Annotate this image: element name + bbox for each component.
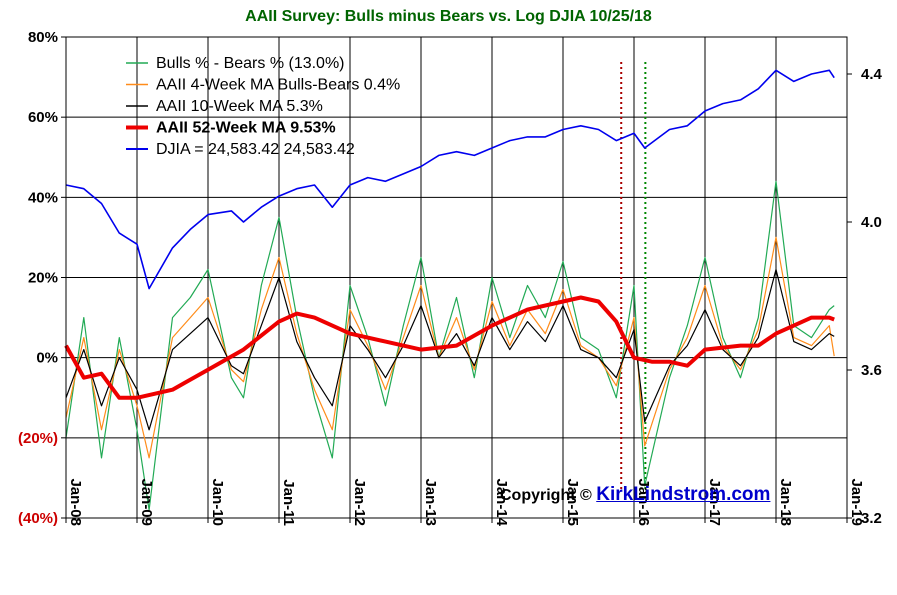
x-tick-label: Jan-11 [280, 479, 297, 526]
axis-layer: 80%60%40%20%0%(20%)(40%)4.44.03.63.2Jan-… [18, 29, 883, 527]
y-left-tick-label: 40% [28, 189, 58, 206]
series-line [65, 236, 835, 459]
legend-label: AAII 10-Week MA 5.3% [156, 98, 323, 115]
series-line [65, 268, 835, 431]
x-tick-label: Jan-15 [564, 478, 581, 526]
series-layer [64, 69, 835, 511]
copyright-link[interactable]: KirkLindstrom.com [596, 484, 771, 505]
legend-label: AAII 4-Week MA Bulls-Bears 0.4% [156, 77, 400, 94]
x-tick-label: Jan-12 [351, 478, 368, 526]
y-right-tick-label: 3.6 [861, 362, 882, 379]
series-line [64, 295, 835, 400]
y-right-tick-label: 3.2 [861, 510, 882, 527]
y-left-tick-label: (20%) [18, 430, 58, 447]
x-tick-label: Jan-19 [848, 478, 865, 526]
series-line [65, 69, 835, 290]
y-left-tick-label: 0% [36, 350, 58, 367]
x-tick-label: Jan-13 [422, 478, 439, 526]
y-left-tick-label: 60% [28, 109, 58, 126]
x-tick-label: Jan-18 [777, 478, 794, 526]
legend-label: Bulls % - Bears % (13.0%) [156, 55, 345, 72]
copyright-prefix: Copyright © [500, 487, 592, 504]
legend-layer: Bulls % - Bears % (13.0%) AAII 4-Week MA … [126, 55, 400, 158]
y-right-tick-label: 4.4 [861, 66, 883, 83]
legend-label: AAII 52-Week MA 9.53% [156, 120, 336, 137]
x-tick-label: Jan-16 [635, 478, 652, 526]
y-left-tick-label: 20% [28, 270, 58, 287]
x-tick-label: Jan-08 [67, 478, 84, 526]
y-left-tick-label: 80% [28, 29, 58, 46]
x-tick-label: Jan-17 [706, 478, 723, 526]
x-tick-label: Jan-09 [138, 478, 155, 526]
y-right-tick-label: 4.0 [861, 214, 882, 231]
copyright-note: Copyright © KirkLindstrom.com [500, 484, 770, 506]
legend-label: DJIA = 24,583.42 24,583.42 [156, 141, 355, 158]
y-left-tick-label: (40%) [18, 510, 58, 527]
grid-layer [65, 36, 848, 519]
chart-title: AAII Survey: Bulls minus Bears vs. Log D… [245, 8, 652, 25]
x-tick-label: Jan-10 [209, 478, 226, 526]
series-line [65, 180, 835, 511]
x-tick-label: Jan-14 [493, 478, 510, 526]
marker-layer [620, 62, 647, 490]
